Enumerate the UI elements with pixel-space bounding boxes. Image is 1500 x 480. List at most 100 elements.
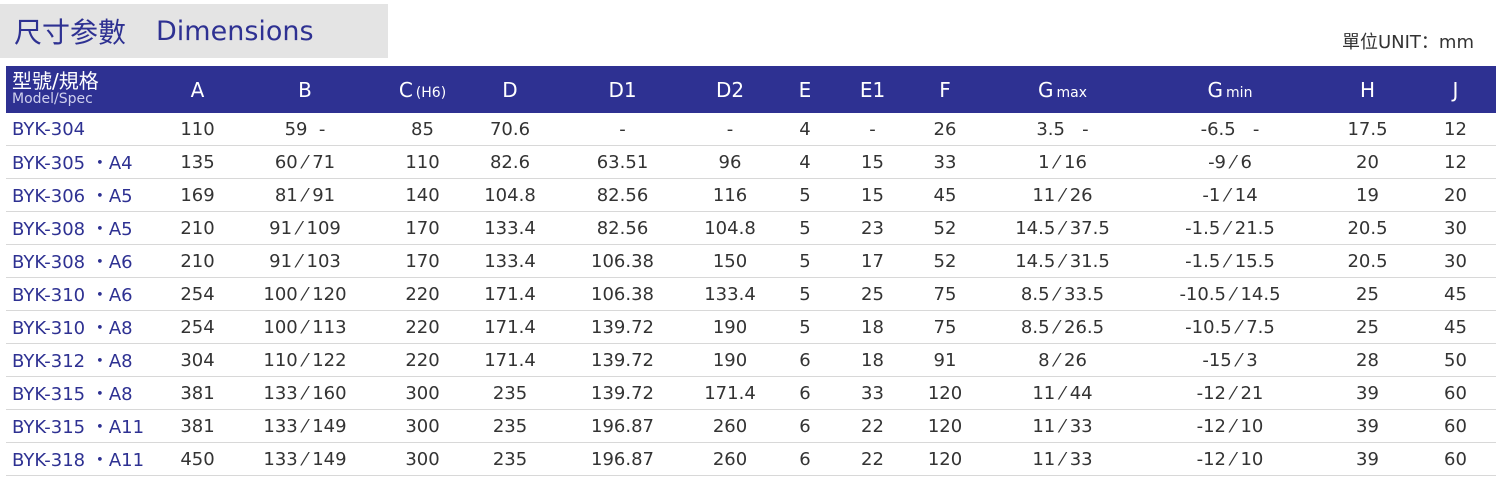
value-cell: 235 <box>465 409 555 443</box>
value-cell: 110 ⁄ 122 <box>230 343 380 377</box>
value-cell: 220 <box>380 277 465 311</box>
value-cell: 1 ⁄ 16 <box>985 145 1140 179</box>
value-cell: -12 ⁄ 10 <box>1140 409 1320 443</box>
value-cell: 171.4 <box>690 376 770 410</box>
value-cell: 20.5 <box>1320 211 1415 245</box>
value-cell: 210 <box>165 244 230 278</box>
value-cell: 91 <box>905 343 985 377</box>
value-cell: 120 <box>905 376 985 410</box>
column-header: J <box>1415 66 1496 113</box>
value-cell: 25 <box>1320 310 1415 344</box>
header-sub: Model/Spec <box>12 90 93 107</box>
value-cell: 3.5 - <box>985 113 1140 146</box>
table-row: BYK-310 ・A8 254 100 ⁄ 113 220 171.4 139.72 190… <box>6 310 1496 344</box>
header-main: G <box>1037 77 1054 102</box>
value-cell: 5 <box>770 178 840 212</box>
value-cell: 91 ⁄ 109 <box>230 211 380 245</box>
value-cell: 5 <box>770 277 840 311</box>
value-cell: 12 <box>1415 113 1496 146</box>
value-cell: 52 <box>905 211 985 245</box>
value-cell: 82.56 <box>555 211 690 245</box>
value-cell: 210 <box>165 211 230 245</box>
value-cell: 11 ⁄ 33 <box>985 409 1140 443</box>
value-cell: 196.87 <box>555 409 690 443</box>
value-cell: 85 <box>380 113 465 146</box>
header-main: F <box>939 77 951 102</box>
table-row: BYK-312 ・A8 304 110 ⁄ 122 220 171.4 139.72 190… <box>6 343 1496 377</box>
model-cell: BYK-304 <box>6 113 165 146</box>
model-cell: BYK-308 ・A5 <box>6 211 165 245</box>
value-cell: 300 <box>380 442 465 476</box>
title-en: Dimensions <box>156 15 314 47</box>
model-cell: BYK-308 ・A6 <box>6 244 165 278</box>
value-cell: 11 ⁄ 26 <box>985 178 1140 212</box>
value-cell: 5 <box>770 244 840 278</box>
value-cell: 254 <box>165 277 230 311</box>
value-cell: 20 <box>1320 145 1415 179</box>
value-cell: 8 ⁄ 26 <box>985 343 1140 377</box>
model-cell: BYK-318 ・A11 <box>6 442 165 476</box>
header-main: D <box>502 77 518 102</box>
column-header: C (H6) <box>380 66 465 113</box>
value-cell: 59 - <box>230 113 380 146</box>
header-main: D1 <box>608 77 637 102</box>
title-cn: 尺寸参數 <box>14 16 127 49</box>
value-cell: 17.5 <box>1320 113 1415 146</box>
value-cell: 60 ⁄ 71 <box>230 145 380 179</box>
value-cell: 169 <box>165 178 230 212</box>
value-cell: -1.5 ⁄ 15.5 <box>1140 244 1320 278</box>
value-cell: 133.4 <box>690 277 770 311</box>
value-cell: -10.5 ⁄ 7.5 <box>1140 310 1320 344</box>
header-main: J <box>1452 77 1459 102</box>
value-cell: 45 <box>905 178 985 212</box>
value-cell: - <box>690 113 770 146</box>
value-cell: 190 <box>690 343 770 377</box>
value-cell: 39 <box>1320 409 1415 443</box>
value-cell: 52 <box>905 244 985 278</box>
value-cell: -1.5 ⁄ 21.5 <box>1140 211 1320 245</box>
column-header: 型號/規格 Model/Spec <box>6 66 165 113</box>
value-cell: 139.72 <box>555 310 690 344</box>
value-cell: 254 <box>165 310 230 344</box>
value-cell: 104.8 <box>690 211 770 245</box>
value-cell: 300 <box>380 409 465 443</box>
column-header: E1 <box>840 66 905 113</box>
value-cell: 39 <box>1320 442 1415 476</box>
table-row: BYK-310 ・A6 254 100 ⁄ 120 220 171.4 106.38 133… <box>6 277 1496 311</box>
value-cell: 235 <box>465 442 555 476</box>
value-cell: 26 <box>905 113 985 146</box>
value-cell: -12 ⁄ 10 <box>1140 442 1320 476</box>
value-cell: 110 <box>165 113 230 146</box>
value-cell: 60 <box>1415 442 1496 476</box>
value-cell: 14.5 ⁄ 37.5 <box>985 211 1140 245</box>
value-cell: 45 <box>1415 310 1496 344</box>
column-header: A <box>165 66 230 113</box>
header-main: G <box>1207 77 1224 102</box>
value-cell: 82.56 <box>555 178 690 212</box>
value-cell: 30 <box>1415 211 1496 245</box>
value-cell: 104.8 <box>465 178 555 212</box>
value-cell: 6 <box>770 343 840 377</box>
model-cell: BYK-310 ・A6 <box>6 277 165 311</box>
value-cell: 5 <box>770 211 840 245</box>
column-header: D2 <box>690 66 770 113</box>
value-cell: 12 <box>1415 145 1496 179</box>
value-cell: 106.38 <box>555 277 690 311</box>
value-cell: 23 <box>840 211 905 245</box>
header-sub: (H6) <box>415 84 447 101</box>
value-cell: 196.87 <box>555 442 690 476</box>
value-cell: 300 <box>380 376 465 410</box>
value-cell: 170 <box>380 211 465 245</box>
table-row: BYK-308 ・A6 210 91 ⁄ 103 170 133.4 106.38 150 5… <box>6 244 1496 278</box>
value-cell: 190 <box>690 310 770 344</box>
header-sub: min <box>1226 84 1253 101</box>
header-sub: max <box>1056 84 1087 101</box>
value-cell: 170 <box>380 244 465 278</box>
value-cell: -15 ⁄ 3 <box>1140 343 1320 377</box>
value-cell: 5 <box>770 310 840 344</box>
value-cell: 133 ⁄ 149 <box>230 442 380 476</box>
value-cell: - <box>840 113 905 146</box>
value-cell: 96 <box>690 145 770 179</box>
